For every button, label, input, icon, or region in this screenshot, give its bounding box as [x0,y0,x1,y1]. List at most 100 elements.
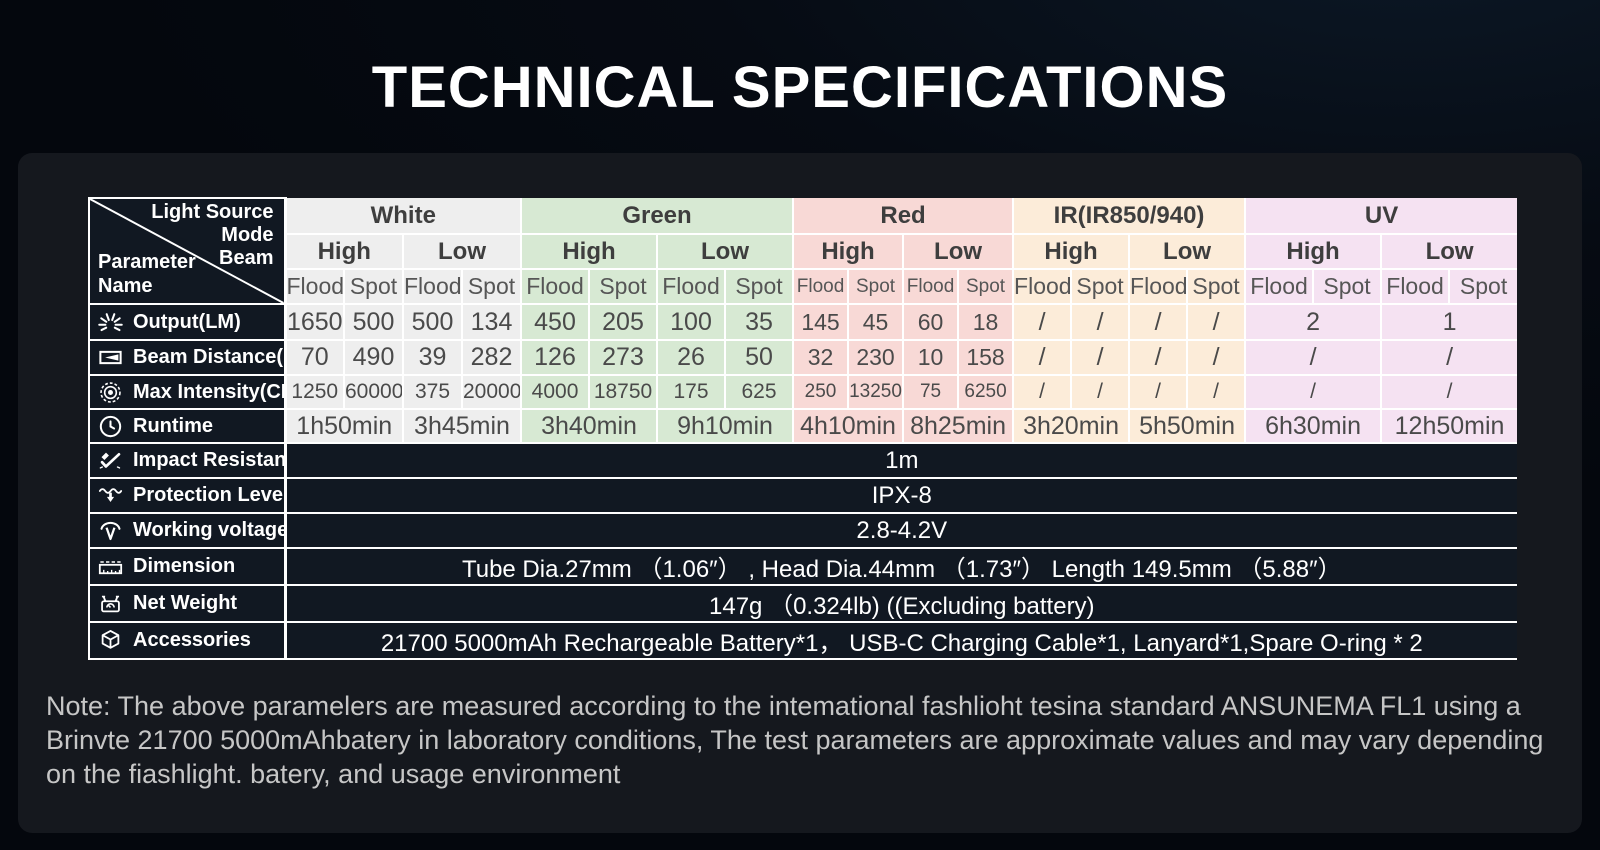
row-label-text: Output(LM) [133,310,241,333]
footnote-line: Brinvte 21700 5000mAhbatery in laborator… [46,725,1544,755]
spec-value-cell: 126 [520,339,591,376]
spec-value-cell: / [1380,374,1518,410]
spec-value-cell: 4000 [520,374,591,410]
row-label-net-weight: Net Weight [88,584,287,623]
spec-value-cell: 273 [588,339,659,376]
spec-value-cell: 2 [1244,303,1383,341]
beam-header: Spot [343,268,404,305]
beam-header: Spot [1070,268,1131,305]
mode-header: High [1244,233,1383,270]
row-label-text: Dimension [133,555,236,577]
beam-header: Spot [1186,268,1247,305]
light-rays-icon [97,309,124,336]
spec-value-cell: / [1186,374,1247,410]
beam-header: Flood [1244,268,1315,305]
spec-value-cell: / [1070,303,1131,341]
beam-header: Flood [792,268,850,305]
row-label-text: Protection Level [133,484,285,506]
spec-table: Light Source Mode Beam Parameter Name Wh… [88,197,1518,660]
spec-value-cell: 70 [284,339,345,376]
beam-header: Spot [1312,268,1383,305]
spec-value-cell: 158 [957,339,1015,376]
spec-value-cell: 39 [402,339,463,376]
beam-header: Flood [284,268,345,305]
spec-value-cell: 450 [520,303,591,341]
spec-value-cell: 4h10min [792,408,905,444]
group-header-red: Red [792,198,1015,235]
group-header-white: White [283,198,523,235]
mode-header: Low [1128,233,1247,270]
spec-value-cell: 35 [724,303,795,341]
beam-header: Spot [588,268,659,305]
spec-value-cell: 230 [847,339,905,376]
spec-table-wrapper: Light Source Mode Beam Parameter Name Wh… [88,197,1518,660]
spec-value-cell: 26 [656,339,727,376]
spec-value-cell: / [1070,339,1131,376]
beam-header: Flood [656,268,727,305]
mode-header: Low [1380,233,1518,270]
spec-value-cell: 9h10min [656,408,795,444]
spec-value-cell: 45 [847,303,905,341]
spec-value-cell: / [1128,339,1189,376]
spec-value-cell: / [1186,303,1247,341]
beam-header: Flood [1012,268,1073,305]
row-label-protection-level: Protection Level [88,477,287,514]
mode-header: High [1012,233,1131,270]
spec-value-cell: 13250 [847,374,905,410]
detail-value-protection: IPX-8 [283,477,1518,514]
spec-value-cell: 6h30min [1244,408,1383,444]
group-header-green: Green [520,198,795,235]
spec-value-cell: 375 [402,374,463,410]
detail-value-impact: 1m [283,442,1518,479]
beam-header: Flood [1128,268,1189,305]
beam-header: Spot [724,268,795,305]
spec-value-cell: 100 [656,303,727,341]
spec-value-cell: 18750 [588,374,659,410]
mode-header: Low [401,233,523,270]
spec-value-cell: 490 [343,339,404,376]
ruler-icon [97,553,124,580]
group-header-ir: IR(IR850/940) [1012,198,1247,235]
spec-value-cell: 1h50min [284,408,404,444]
spec-value-cell: 10 [902,339,960,376]
beam-header: Flood [402,268,463,305]
group-header-uv: UV [1244,198,1518,235]
row-label-text: Runtime [133,414,213,437]
spec-value-cell: / [1186,339,1247,376]
spec-value-cell: / [1012,339,1073,376]
spec-value-cell: / [1128,374,1189,410]
corner-parameter-label: Parameter [98,251,196,273]
row-label-dimension: Dimension [88,547,287,586]
spec-value-cell: 205 [588,303,659,341]
spec-value-cell: / [1244,374,1383,410]
spec-value-cell: 1 [1380,303,1518,341]
spec-value-cell: 1250 [284,374,345,410]
corner-name-label: Name [98,275,153,297]
spec-value-cell: 18 [957,303,1015,341]
spec-value-cell: 134 [460,303,523,341]
corner-beam-label: Beam [219,247,274,269]
beam-header: Flood [902,268,960,305]
spec-value-cell: 75 [902,374,960,410]
voltmeter-icon [97,517,124,544]
table-corner-cell: Light Source Mode Beam Parameter Name [88,197,287,305]
spec-value-cell: 1650 [284,303,345,341]
hammer-check-icon [97,447,124,474]
spec-value-cell: / [1380,339,1518,376]
spec-value-cell: 20000 [460,374,523,410]
row-label-output: Output(LM) [88,303,287,341]
corner-mode-label: Mode [221,224,274,246]
spec-value-cell: 500 [402,303,463,341]
spec-value-cell: / [1012,374,1073,410]
beam-header: Spot [460,268,523,305]
row-label-text: Max Intensity(CD) [133,380,282,403]
row-label-beam-distance: Beam Distance(M) [88,339,287,376]
footnote-line: on the fiashlight. batery, and usage env… [46,759,621,789]
water-submersion-icon [97,482,124,509]
beam-projector-icon [97,344,124,371]
corner-top-labels: Light Source Mode Beam [151,201,273,270]
beam-header: Flood [520,268,591,305]
row-label-impact-resistant: Impact Resistant [88,442,287,479]
spec-value-cell: 60000 [343,374,404,410]
